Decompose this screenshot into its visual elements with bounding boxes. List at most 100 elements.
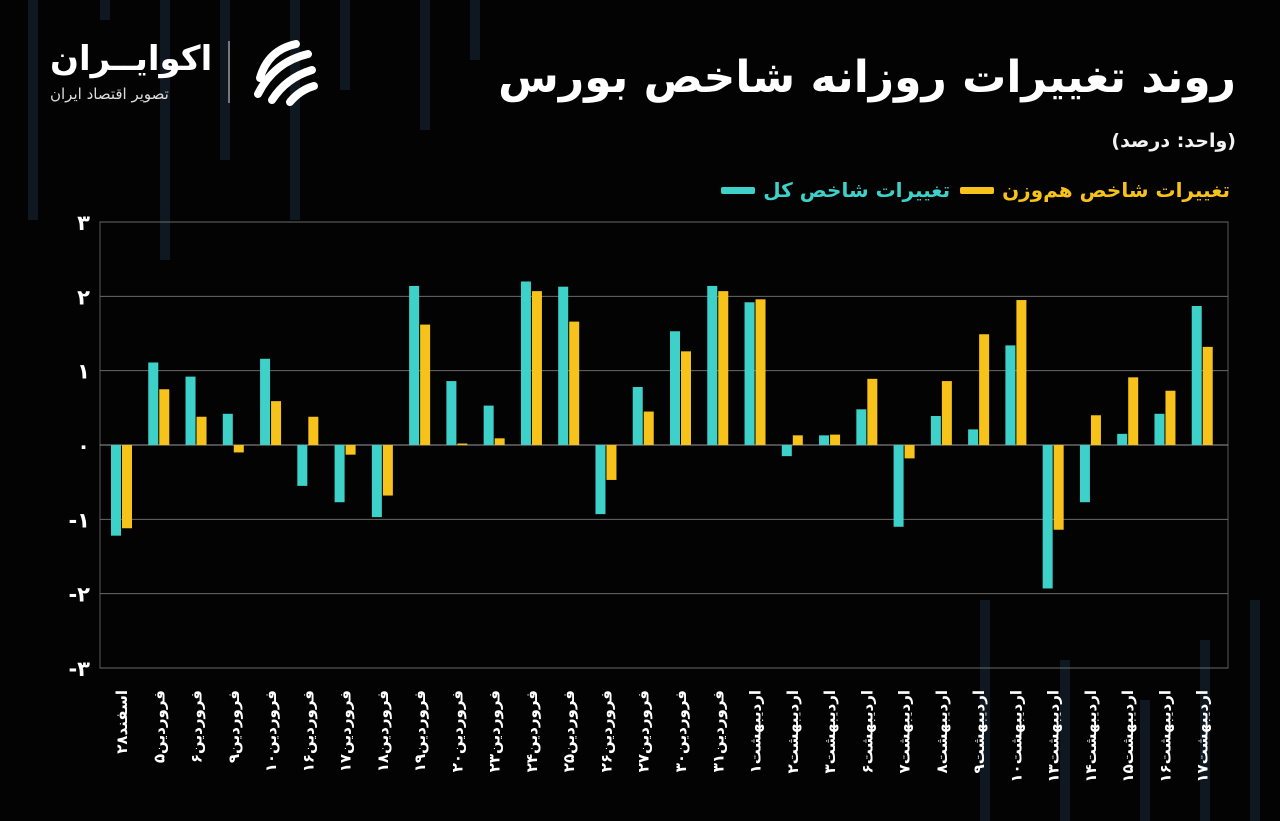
x-tick-label: اردیبهشت۱ xyxy=(747,690,765,773)
chart-legend: تغییرات شاخص کل تغییرات شاخص هم‌وزن xyxy=(721,178,1230,202)
x-tick-label: فروردین۳۱ xyxy=(709,690,727,772)
bar-equal-weight-index xyxy=(979,334,990,445)
x-tick-label: فروردین۱۷ xyxy=(337,690,355,772)
x-tick-label: اردیبهشت۷ xyxy=(896,690,914,773)
x-tick-label: فروردین۲۶ xyxy=(597,690,615,772)
bar-total-index xyxy=(409,285,420,445)
legend-swatch-equal-weight xyxy=(960,186,995,194)
x-tick-label: فروردین۱۰ xyxy=(262,690,280,772)
bar-total-index xyxy=(930,416,941,445)
bar-equal-weight-index xyxy=(755,299,766,445)
bar-total-index xyxy=(1005,345,1016,445)
x-tick-label: اردیبهشت۱۷ xyxy=(1194,690,1212,783)
bar-total-index xyxy=(483,405,494,445)
bar-equal-weight-index xyxy=(681,351,691,445)
bar-equal-weight-index xyxy=(531,291,542,445)
bar-total-index xyxy=(893,445,904,527)
legend-label-total: تغییرات شاخص کل xyxy=(763,178,951,202)
background-bar xyxy=(1140,700,1150,821)
background-bar xyxy=(1060,660,1070,821)
x-tick-label: اردیبهشت۱۰ xyxy=(1007,690,1025,783)
bar-equal-weight-index xyxy=(159,389,170,445)
x-tick-label: اردیبهشت۱۴ xyxy=(1082,690,1100,783)
bar-total-index xyxy=(632,387,643,445)
x-tick-label: اردیبهشت۶ xyxy=(858,690,876,773)
legend-swatch-total xyxy=(721,186,756,194)
bar-equal-weight-index xyxy=(382,445,393,496)
eco-iran-logo-icon xyxy=(246,32,322,112)
logo-divider xyxy=(228,41,231,103)
y-tick-label: ۱ xyxy=(77,360,90,384)
background-bar xyxy=(420,0,430,130)
bar-equal-weight-index xyxy=(606,445,617,480)
x-tick-label: اردیبهشت۲ xyxy=(784,690,802,773)
bar-total-index xyxy=(222,413,233,445)
x-tick-label: فروردین۳۰ xyxy=(672,690,690,772)
x-tick-label: فروردین۱۶ xyxy=(299,690,317,772)
x-tick-label: فروردین۲۳ xyxy=(486,690,504,772)
bar-equal-weight-index xyxy=(196,416,207,445)
bar-total-index xyxy=(297,445,308,486)
y-tick-label: -۳ xyxy=(68,657,90,681)
brand-logo: اکوایــران تصویر اقتصاد ایران xyxy=(50,32,322,112)
bar-total-index xyxy=(968,429,979,445)
bar-total-index xyxy=(819,435,830,445)
background-bar xyxy=(980,600,990,821)
bar-total-index xyxy=(1042,445,1053,589)
x-tick-label: فروردین۹ xyxy=(225,690,243,763)
x-tick-label: اردیبهشت۱۳ xyxy=(1045,690,1063,783)
bar-equal-weight-index xyxy=(904,445,915,459)
chart-title: روند تغییرات روزانه شاخص بورس xyxy=(498,52,1236,103)
background-bar xyxy=(340,0,350,90)
bar-equal-weight-index xyxy=(233,445,244,453)
chart-subtitle: (واحد: درصد) xyxy=(1111,130,1236,152)
x-tick-label: اردیبهشت۱۵ xyxy=(1119,690,1137,783)
bar-total-index xyxy=(371,445,382,518)
bar-equal-weight-index xyxy=(1128,377,1139,445)
bar-total-index xyxy=(1117,433,1128,445)
bar-total-index xyxy=(558,286,569,445)
y-tick-label: ۰ xyxy=(77,434,90,458)
x-tick-label: فروردین۲۵ xyxy=(560,690,578,772)
bar-total-index xyxy=(781,445,792,457)
bar-equal-weight-index xyxy=(1016,300,1027,445)
bar-equal-weight-index xyxy=(830,434,841,445)
bar-total-index xyxy=(111,445,121,536)
bar-equal-weight-index xyxy=(271,401,282,445)
bar-equal-weight-index xyxy=(569,321,580,445)
x-tick-label: فروردین۲۴ xyxy=(523,690,541,772)
x-tick-label: فروردین۵ xyxy=(150,690,168,763)
background-bar xyxy=(1200,640,1210,821)
y-tick-label: -۲ xyxy=(68,583,90,607)
bar-equal-weight-index xyxy=(941,381,952,445)
x-tick-label: فروردین۲۰ xyxy=(448,690,466,772)
legend-item-total-index: تغییرات شاخص کل xyxy=(721,178,950,202)
bar-total-index xyxy=(260,358,271,445)
brand-tagline: تصویر اقتصاد ایران xyxy=(50,84,169,103)
bar-equal-weight-index xyxy=(1202,346,1213,445)
bar-total-index xyxy=(595,445,606,515)
x-tick-label: اردیبهشت۳ xyxy=(821,690,839,773)
bar-total-index xyxy=(334,445,345,503)
background-bar xyxy=(100,0,110,20)
bar-equal-weight-index xyxy=(718,291,729,445)
bar-total-index xyxy=(1079,445,1090,503)
background-bar xyxy=(28,0,38,220)
bar-equal-weight-index xyxy=(792,435,803,445)
bar-total-index xyxy=(744,302,755,445)
brand-name: اکوایــران xyxy=(50,39,213,80)
bar-equal-weight-index xyxy=(1090,415,1101,445)
x-tick-label: فروردین۱۹ xyxy=(411,690,429,772)
bar-equal-weight-index xyxy=(1165,390,1176,445)
y-tick-label: -۱ xyxy=(68,508,90,532)
background-bar xyxy=(290,0,300,220)
x-tick-label: فروردین۲۷ xyxy=(635,690,653,772)
brand-text: اکوایــران تصویر اقتصاد ایران xyxy=(50,39,213,103)
y-tick-label: ۳ xyxy=(77,211,90,235)
bar-total-index xyxy=(856,409,867,445)
bar-total-index xyxy=(1154,413,1165,445)
x-tick-label: اردیبهشت۹ xyxy=(970,690,988,773)
bar-equal-weight-index xyxy=(867,378,878,445)
